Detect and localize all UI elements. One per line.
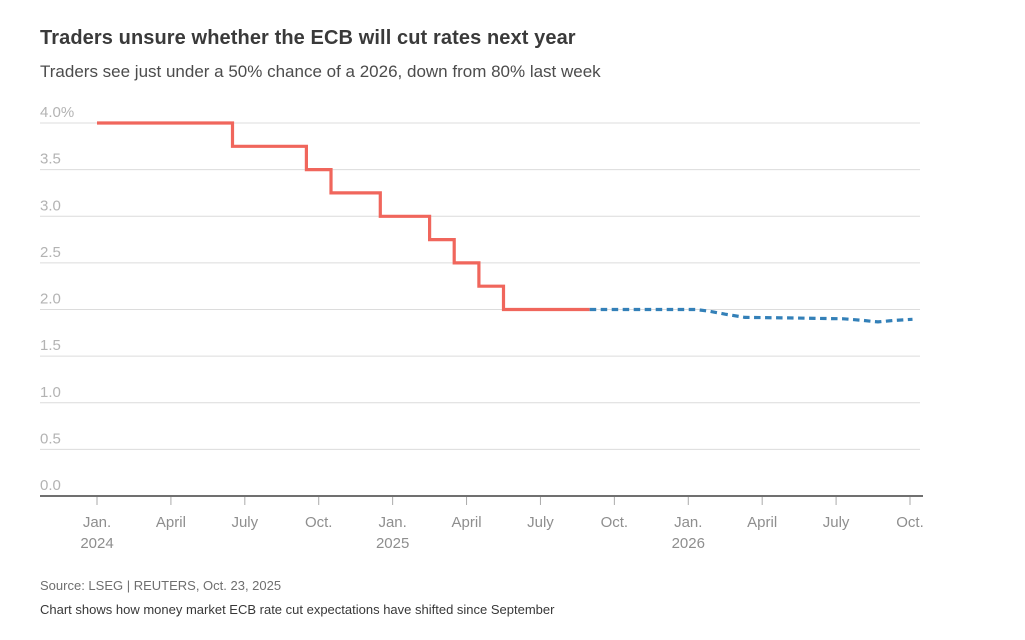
x-axis-tick-label: April bbox=[747, 514, 777, 531]
x-axis-tick-label: July bbox=[231, 514, 258, 531]
x-axis-tick-label: Jan. bbox=[378, 514, 406, 531]
source-attribution: Source: LSEG | REUTERS, Oct. 23, 2025 bbox=[40, 578, 282, 593]
x-axis-year-label: 2026 bbox=[672, 535, 705, 552]
y-axis-tick-label: 0.0 bbox=[40, 477, 61, 494]
chart-footnote: Chart shows how money market ECB rate cu… bbox=[40, 602, 555, 617]
x-axis-tick-label: Oct. bbox=[896, 514, 924, 531]
x-axis-tick-label: July bbox=[823, 514, 850, 531]
y-axis-tick-label: 1.0 bbox=[40, 384, 61, 401]
y-axis-tick-label: 4.0% bbox=[40, 104, 74, 121]
chart-subtitle: Traders see just under a 50% chance of a… bbox=[40, 62, 601, 81]
y-axis-tick-label: 3.5 bbox=[40, 151, 61, 168]
x-axis-tick-label: Oct. bbox=[305, 514, 333, 531]
y-axis-tick-label: 2.5 bbox=[40, 244, 61, 261]
market-implied-rate-forecast-line bbox=[589, 307, 913, 324]
x-axis-tick-label: Oct. bbox=[601, 514, 629, 531]
y-axis-tick-label: 0.5 bbox=[40, 430, 61, 447]
y-axis-tick-label: 1.5 bbox=[40, 337, 61, 354]
x-axis-year-label: 2024 bbox=[80, 535, 113, 552]
y-axis-tick-label: 3.0 bbox=[40, 197, 61, 214]
x-axis-year-label: 2025 bbox=[376, 535, 409, 552]
x-axis-tick-label: July bbox=[527, 514, 554, 531]
x-axis-tick-label: April bbox=[156, 514, 186, 531]
x-axis-tick-label: April bbox=[452, 514, 482, 531]
chart-title: Traders unsure whether the ECB will cut … bbox=[40, 27, 576, 49]
x-axis-tick-label: Jan. bbox=[674, 514, 702, 531]
y-axis-tick-label: 2.0 bbox=[40, 291, 61, 308]
ecb-policy-rate-actual-line bbox=[97, 121, 590, 312]
x-axis-tick-label: Jan. bbox=[83, 514, 111, 531]
